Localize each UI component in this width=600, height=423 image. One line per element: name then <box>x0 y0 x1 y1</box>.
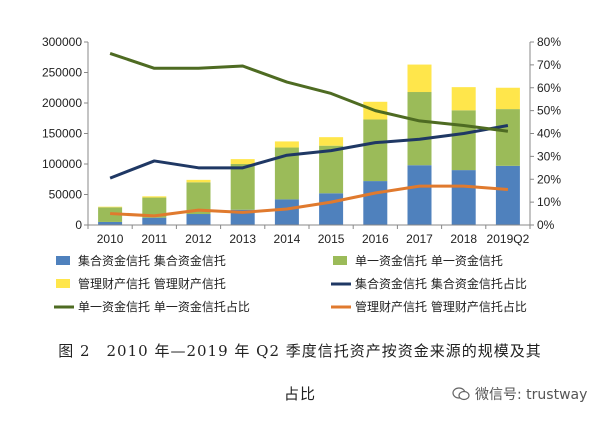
x-tick-label: 2014 <box>274 232 301 246</box>
legend-label: 集合资金信托 集合资金信托 <box>78 253 226 268</box>
left-tick-label: 50000 <box>49 188 83 202</box>
chart: 0 50000 100000 150000 200000 250000 300000 0% 1… <box>42 35 561 314</box>
bar-0-2010 <box>98 221 123 225</box>
x-tick-label: 2019Q2 <box>487 232 530 246</box>
bar-0-2016 <box>363 181 388 225</box>
bar-2-2010 <box>98 206 123 208</box>
right-tick-label: 70% <box>537 58 561 72</box>
left-tick-label: 250000 <box>42 66 82 80</box>
legend-label: 管理财产信托 管理财产信托占比 <box>355 299 527 314</box>
bar-1-2017 <box>407 92 432 166</box>
left-tick-label: 0 <box>75 218 82 232</box>
bar-0-2018 <box>451 170 476 225</box>
bar-2-2015 <box>319 137 344 146</box>
bar-1-2011 <box>142 197 167 218</box>
right-tick-label: 30% <box>537 149 561 163</box>
right-tick-label: 80% <box>537 35 561 49</box>
legend-label: 管理财产信托 管理财产信托 <box>78 276 226 291</box>
left-tick-label: 200000 <box>42 96 82 110</box>
figure-caption-line2: 占比 <box>283 385 316 403</box>
watermark-text: 微信号: trustway <box>475 387 588 403</box>
bar-1-2016 <box>363 119 388 182</box>
bar-0-2015 <box>319 193 344 225</box>
bar-2-2013 <box>230 159 255 164</box>
legend-label: 集合资金信托 集合资金信托占比 <box>355 276 527 291</box>
right-tick-label: 50% <box>537 104 561 118</box>
legend-label: 单一资金信托 单一资金信托占比 <box>78 299 250 314</box>
legend-label: 单一资金信托 单一资金信托 <box>355 253 503 268</box>
legend-swatch <box>333 256 347 265</box>
bar-1-2013 <box>230 164 255 210</box>
x-tick-label: 2013 <box>229 232 256 246</box>
left-tick-label: 300000 <box>42 35 82 49</box>
bar-0-2019Q2 <box>495 165 520 225</box>
bar-2-2011 <box>142 196 167 198</box>
legend-swatch <box>56 256 70 265</box>
x-tick-label: 2010 <box>97 232 124 246</box>
line-series-1 <box>109 52 509 133</box>
x-tick-label: 2018 <box>450 232 477 246</box>
right-tick-label: 40% <box>537 127 561 141</box>
right-tick-label: 20% <box>537 172 561 186</box>
bar-1-2019Q2 <box>495 109 520 166</box>
bar-0-2012 <box>186 214 211 225</box>
bar-2-2014 <box>274 141 299 148</box>
legend-swatch <box>56 279 70 288</box>
x-tick-label: 2011 <box>141 232 167 246</box>
x-tick-label: 2015 <box>318 232 345 246</box>
bar-0-2011 <box>142 217 167 225</box>
left-axis: 0 50000 100000 150000 200000 250000 300000 <box>42 35 89 232</box>
left-tick-label: 100000 <box>42 157 82 171</box>
bar-2-2018 <box>451 87 476 111</box>
line-series-0 <box>109 124 509 180</box>
right-axis: 0% 10% 20% 30% 40% 50% 60% 70% 80% <box>529 35 561 232</box>
right-tick-label: 60% <box>537 81 561 95</box>
right-tick-label: 0% <box>537 218 555 232</box>
figure-caption-line1: 图 2 2010 年—2019 年 Q2 季度信托资产按资金来源的规模及其 <box>58 342 542 360</box>
bar-2-2012 <box>186 179 211 183</box>
x-tick-label: 2017 <box>406 232 433 246</box>
watermark: 微信号: trustway <box>452 384 587 404</box>
x-axis: 2010 2011 2012 2013 2014 2015 2016 2017 2018 2019… <box>87 224 531 246</box>
bar-2-2019Q2 <box>495 87 520 110</box>
bar-0-2017 <box>407 165 432 225</box>
bar-1-2015 <box>319 145 344 194</box>
plot-area <box>98 52 520 225</box>
bar-1-2018 <box>451 110 476 171</box>
wechat-icon <box>452 387 470 401</box>
bar-0-2014 <box>274 199 299 225</box>
x-tick-label: 2016 <box>362 232 389 246</box>
line-series-2 <box>110 184 509 218</box>
left-tick-label: 150000 <box>42 127 82 141</box>
x-tick-label: 2012 <box>185 232 212 246</box>
right-tick-label: 10% <box>537 195 561 209</box>
bar-2-2017 <box>407 64 432 93</box>
